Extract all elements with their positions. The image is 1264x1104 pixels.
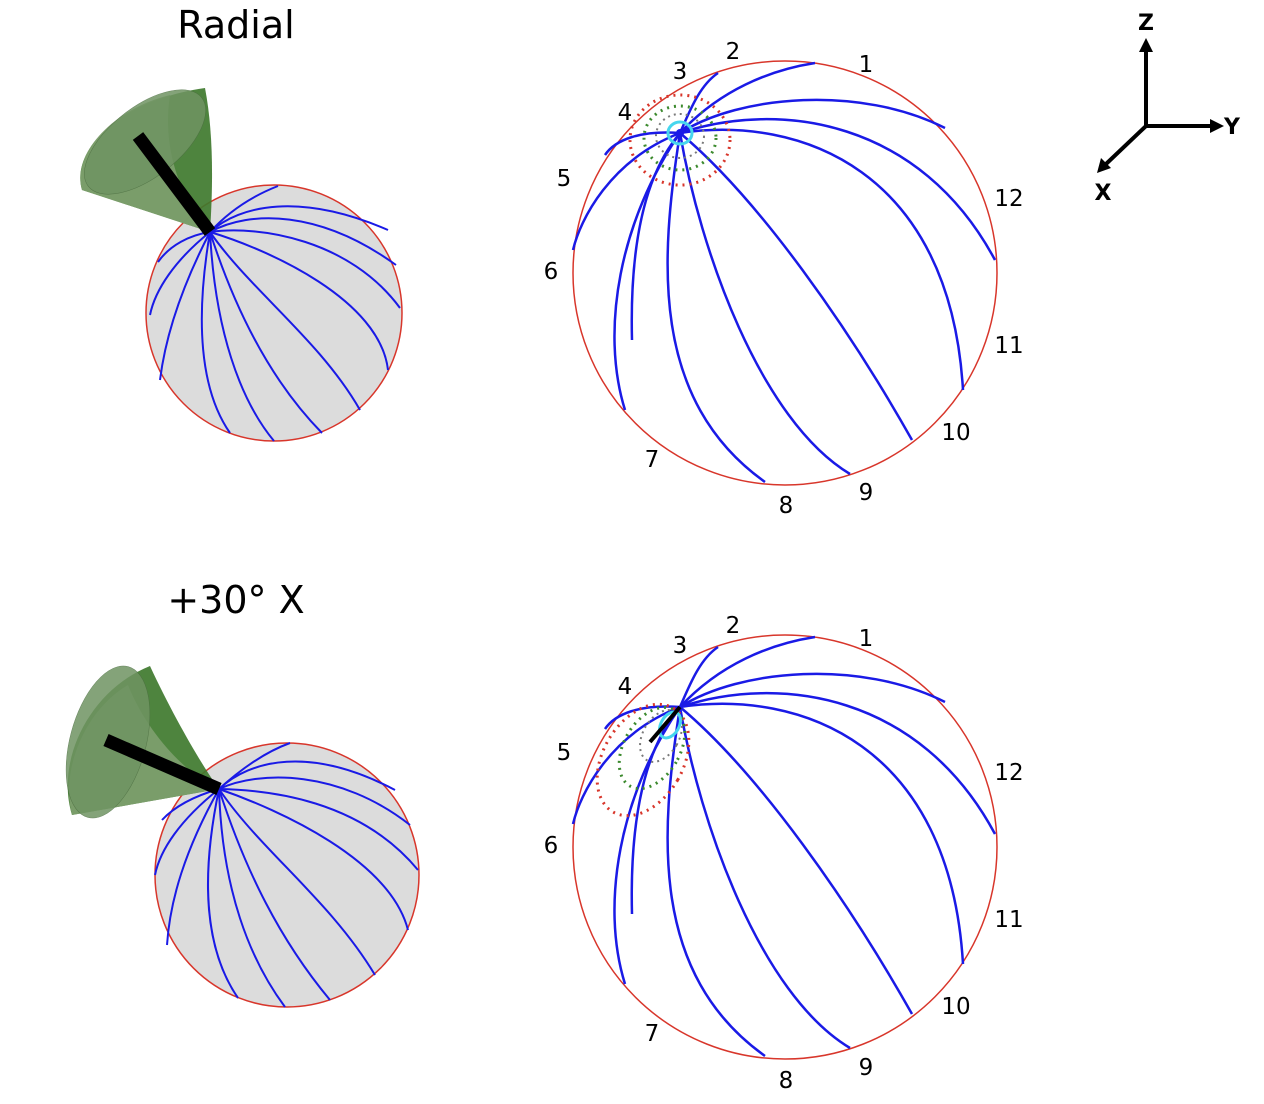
hour-label-9: 9: [859, 480, 874, 506]
hour-label-10b: 10: [941, 994, 970, 1020]
hour-label-8: 8: [779, 493, 794, 519]
hour-label-4: 4: [618, 100, 633, 126]
hour-label-2b: 2: [726, 613, 741, 639]
small-sphere-meridians-2: [154, 742, 419, 1008]
hour-label-10: 10: [941, 420, 970, 446]
big-sphere-top: [571, 60, 998, 486]
hour-label-11b: 11: [994, 907, 1023, 933]
hour-label-11: 11: [994, 333, 1023, 359]
axis-label-x: X: [1095, 181, 1112, 206]
hour-label-5: 5: [557, 166, 572, 192]
hour-label-1b: 1: [859, 626, 874, 652]
title-radial: Radial: [177, 3, 294, 47]
hour-labels-bottom: 1 2 3 4 5 6 7 8 9 10 11 12: [544, 613, 1024, 1094]
hour-label-2: 2: [726, 39, 741, 65]
axis-label-y: Y: [1223, 115, 1241, 140]
hour-label-5b: 5: [557, 740, 572, 766]
big-sphere-meridians-2: [571, 635, 997, 1058]
axis-label-z: Z: [1138, 11, 1154, 36]
dot-cluster-2: [595, 702, 691, 818]
title-plus30x: +30° X: [167, 578, 304, 622]
hour-label-1: 1: [859, 52, 874, 78]
small-sphere-meridians: [149, 185, 401, 442]
dot-cluster: [628, 93, 732, 187]
hour-label-9b: 9: [859, 1055, 874, 1081]
hour-label-3: 3: [673, 59, 688, 85]
rod-2: [103, 734, 222, 795]
hour-label-7: 7: [645, 447, 660, 473]
big-sphere-outline-2: [572, 634, 998, 1060]
hour-labels-top: 1 2 3 4 5 6 7 8 9 10 11 12: [544, 39, 1024, 519]
axis-triad: [1097, 38, 1224, 173]
left-sphere-bottom: [65, 665, 420, 1008]
big-sphere-bottom: [571, 634, 998, 1060]
hour-label-4b: 4: [618, 674, 633, 700]
hour-label-12b: 12: [994, 760, 1023, 786]
rod: [132, 132, 216, 236]
hour-label-7b: 7: [645, 1021, 660, 1047]
left-sphere-top: [80, 88, 403, 442]
big-sphere-meridians: [571, 61, 997, 484]
hour-label-6: 6: [544, 259, 559, 285]
big-sphere-outline: [572, 60, 998, 486]
hour-label-6b: 6: [544, 833, 559, 859]
hour-label-12: 12: [994, 186, 1023, 212]
hour-label-8b: 8: [779, 1068, 794, 1094]
hour-label-3b: 3: [673, 633, 688, 659]
